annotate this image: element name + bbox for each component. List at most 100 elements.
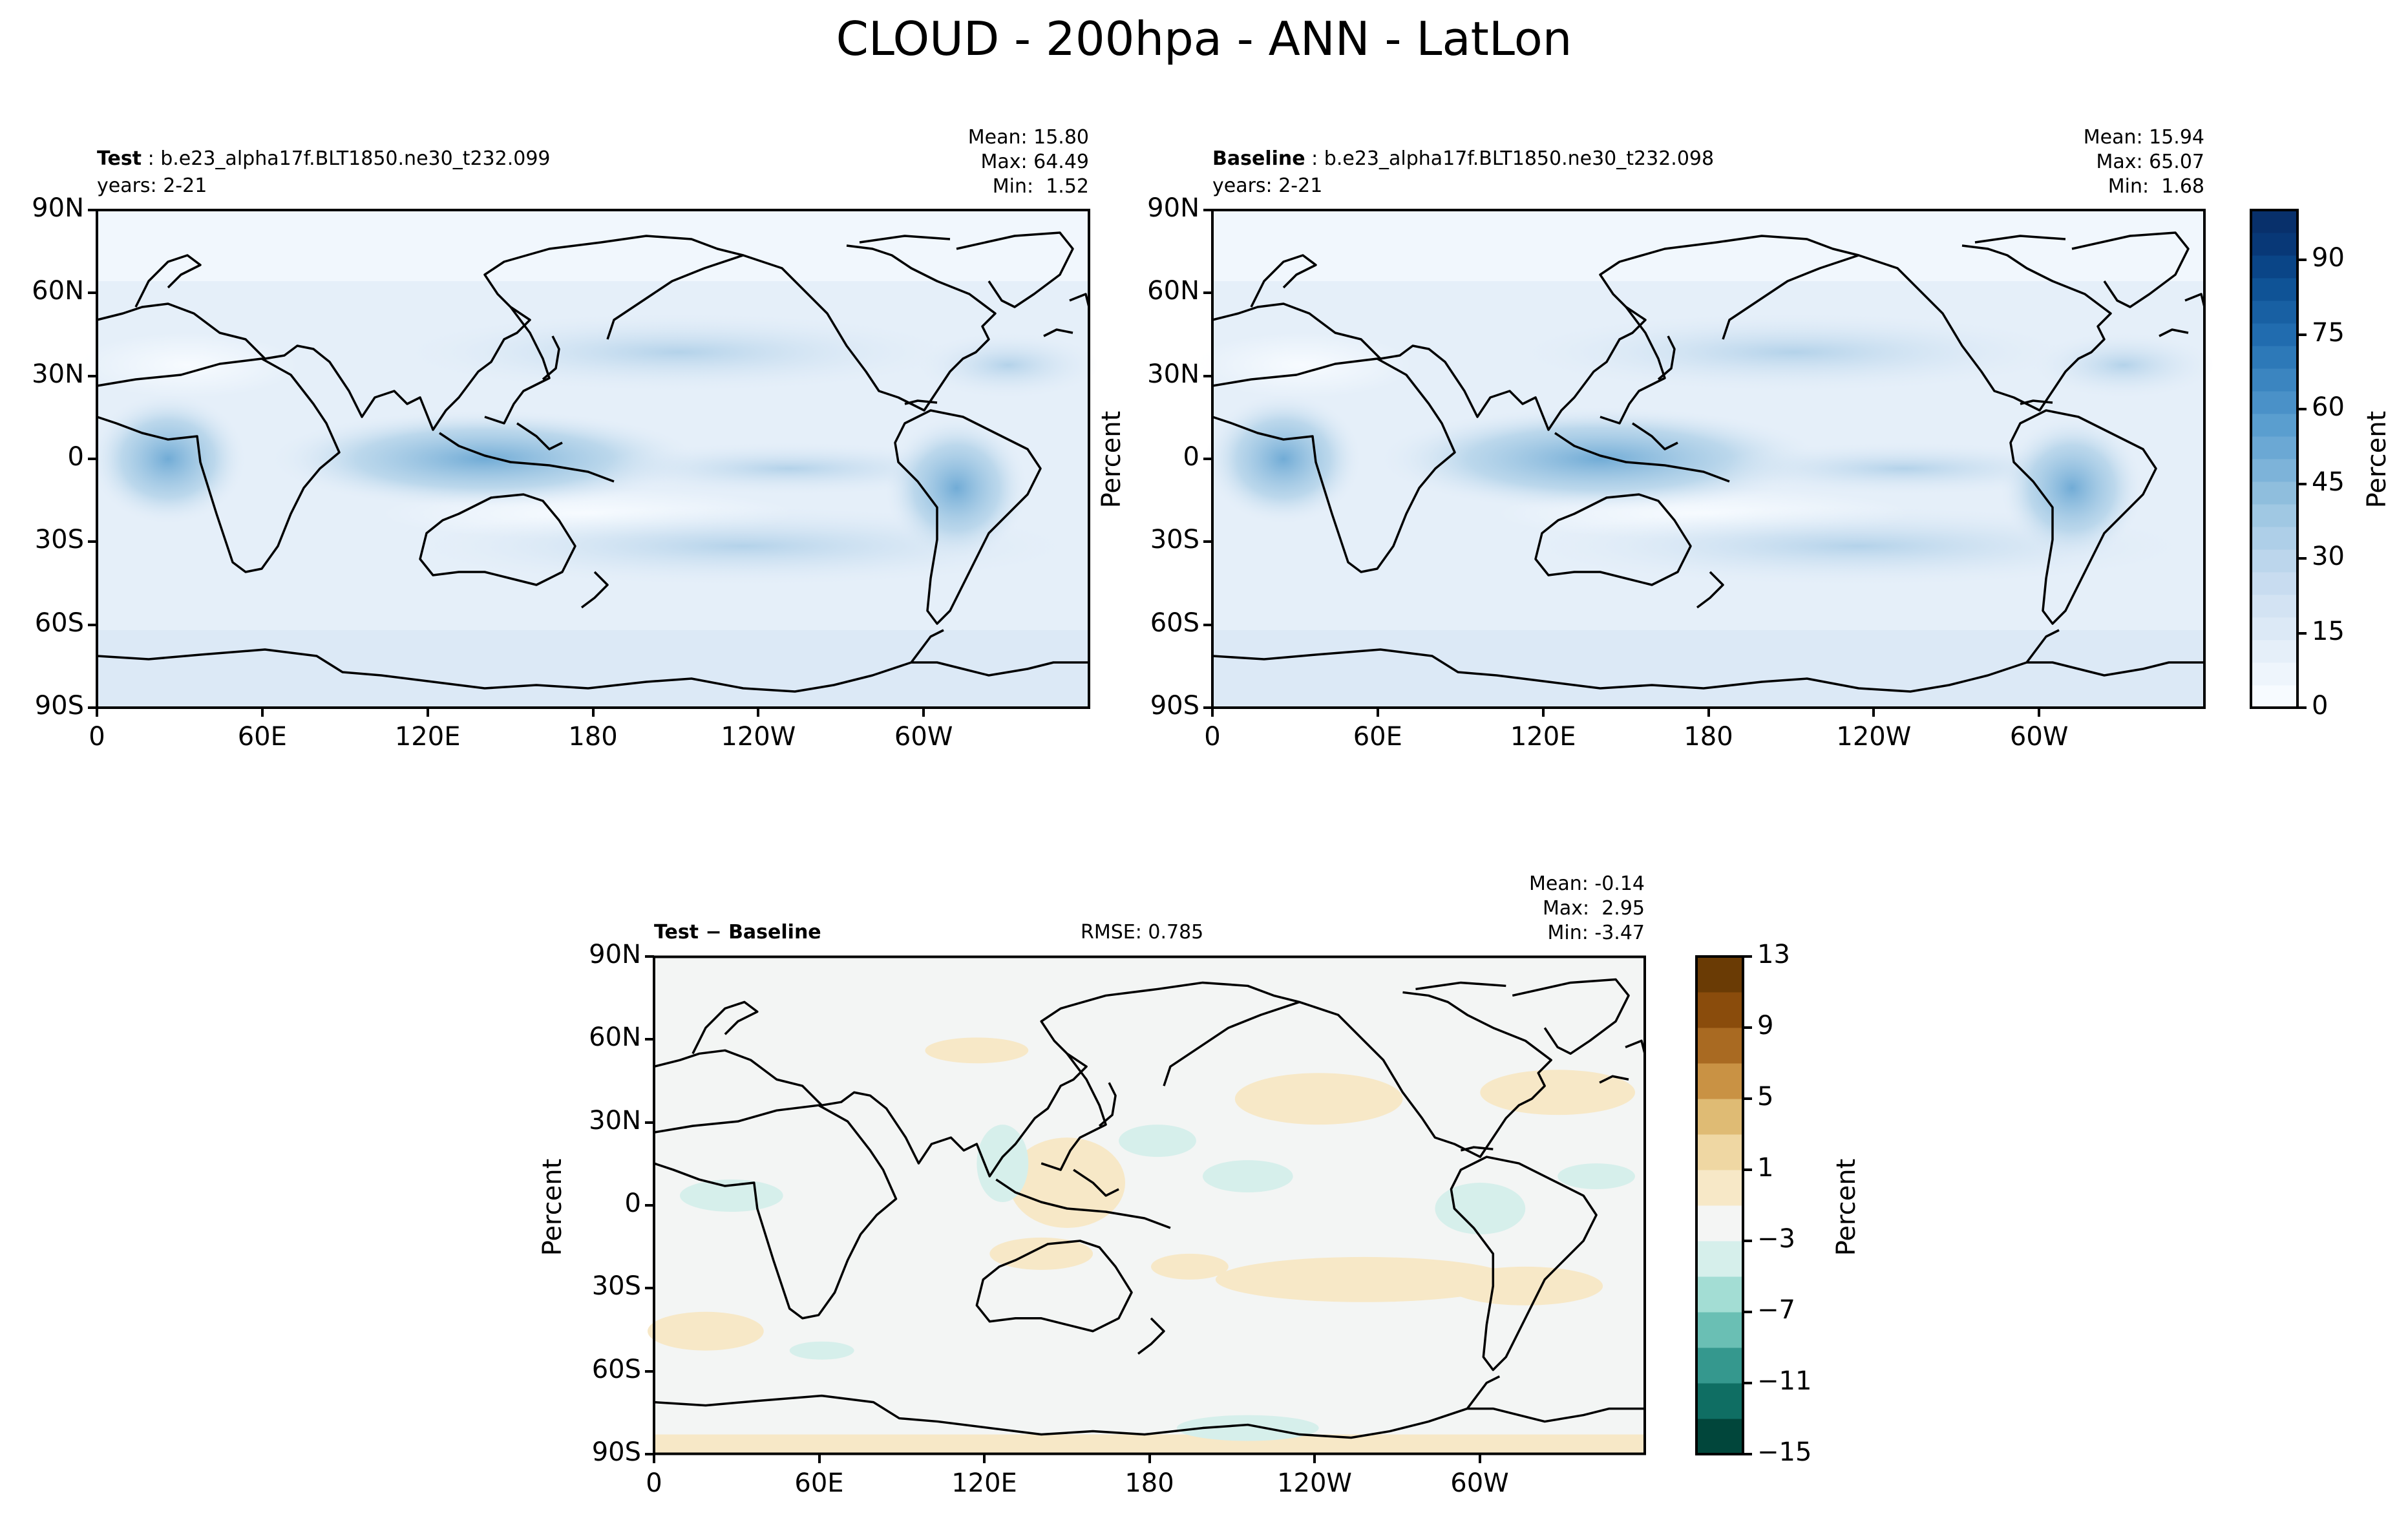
colorbar-tick-label: −7 [1757, 1295, 1795, 1325]
colorbar-segment [1696, 1170, 1743, 1206]
coastline [1696, 571, 1724, 609]
colorbar-tick-label: 9 [1757, 1011, 1774, 1041]
coastline [516, 422, 563, 450]
y-tick-label: 60S [1150, 608, 1199, 638]
x-tick-mark [260, 708, 264, 717]
colorbar-tick-mark [2297, 408, 2307, 410]
x-tick-mark [1478, 1454, 1481, 1463]
y-tick-mark [1203, 458, 1212, 460]
y-tick-mark [88, 706, 97, 709]
colorbar-segment [2251, 210, 2297, 233]
y-tick-label: 30N [1147, 359, 1199, 389]
colorbar-segment [2251, 391, 2297, 414]
y-tick-mark [88, 374, 97, 377]
test-polar-south [97, 630, 1089, 708]
colorbar-segment [1696, 1419, 1743, 1455]
y-tick-mark [1203, 540, 1212, 544]
test-title: Test : b.e23_alpha17f.BLT1850.ne30_t232.… [97, 147, 551, 170]
test-polar-north [97, 210, 1089, 281]
x-tick-mark [96, 708, 98, 717]
x-tick-label: 180 [568, 722, 618, 752]
diff-title: Test − Baseline [654, 921, 821, 944]
colorbar-segment [2251, 323, 2297, 346]
colorbar-tick-label: 15 [2312, 616, 2345, 646]
colorbar-tick-label: 75 [2312, 317, 2345, 348]
diff-pos-patch [1435, 1183, 1526, 1234]
colorbar-tick-label: 90 [2312, 243, 2345, 273]
y-tick-mark [1203, 623, 1212, 626]
y-tick-mark [645, 1121, 654, 1124]
x-tick-mark [1148, 1454, 1151, 1463]
diff-neg-patch [1234, 1073, 1403, 1125]
colorbar-segment [1696, 1276, 1743, 1313]
colorbar-tick-label: 45 [2312, 467, 2345, 497]
x-tick-mark [2038, 708, 2041, 717]
y-tick-mark [645, 1369, 654, 1373]
test-title-prefix: Test [97, 147, 142, 170]
coastline [1534, 493, 1692, 586]
diff-neg-band [654, 1434, 1645, 1454]
diff-map [648, 955, 1646, 1455]
colorbar-segment [1696, 1099, 1743, 1135]
colorbar-segment [2251, 685, 2297, 708]
coastline [580, 571, 609, 609]
x-tick-label: 120E [1510, 722, 1576, 752]
x-tick-label: 60W [1450, 1468, 1509, 1498]
y-tick-mark [1203, 291, 1212, 295]
y-tick-label: 90N [32, 193, 84, 223]
figure-title: CLOUD - 200hpa - ANN - LatLon [836, 12, 1572, 66]
colorbar-tick-mark [1743, 955, 1752, 958]
colorbar-tick-mark [2297, 259, 2307, 261]
coastline [1299, 991, 1552, 1158]
colorbar-segment [1696, 1134, 1743, 1170]
colorbar-tick-label: 13 [1757, 940, 1790, 969]
baseline-blob-samerica [2001, 417, 2143, 559]
y-tick-label: 60N [1147, 276, 1199, 306]
coastline [419, 493, 576, 586]
diff-coastlines [653, 978, 1646, 1439]
coastline [2159, 328, 2189, 337]
diff-pos-patch [1202, 1160, 1293, 1193]
x-tick-mark [757, 708, 760, 717]
coastline [743, 244, 997, 412]
baseline-blob-sahara [1193, 333, 1413, 397]
colorbar-segment [1696, 1312, 1743, 1348]
test-blob-samerica [885, 417, 1028, 559]
coastline [653, 1104, 898, 1320]
diff-title-minus: − [699, 921, 729, 944]
y-tick-label: 30S [34, 525, 84, 555]
colorbar-segment [2251, 640, 2297, 663]
colorbar-segment [1696, 957, 1743, 993]
diff-pos-patch [1119, 1125, 1196, 1157]
baseline-min: Min: 1.68 [2107, 175, 2204, 198]
diff-neg-patch [1448, 1266, 1603, 1305]
colorbar-tick-mark [2297, 557, 2307, 560]
baseline-title-sep: : [1305, 147, 1324, 170]
baseline-blob-africa [1206, 394, 1361, 523]
main-colorbar [2250, 209, 2299, 709]
y-tick-label: 90S [34, 691, 84, 721]
diff-colorbar [1695, 955, 1744, 1455]
coastline [1098, 1082, 1117, 1127]
baseline-case-name: b.e23_alpha17f.BLT1850.ne30_t232.098 [1324, 147, 1715, 170]
diff-mean: Mean: -0.14 [1528, 872, 1645, 895]
diff-pos-patch [1558, 1163, 1636, 1190]
colorbar-segment [2251, 255, 2297, 279]
coastline [1212, 648, 2204, 693]
colorbar-segment [2251, 436, 2297, 460]
x-tick-label: 60W [2009, 722, 2069, 752]
colorbar-frame [1695, 955, 1744, 1455]
colorbar-tick-mark [1743, 1453, 1752, 1455]
x-tick-label: 60E [237, 722, 287, 752]
diff-title-baseline: Baseline [728, 921, 821, 944]
x-tick-label: 60E [1353, 722, 1402, 752]
colorbar-segment [1696, 1205, 1743, 1242]
x-tick-mark [818, 1454, 821, 1463]
y-tick-mark [645, 1204, 654, 1207]
colorbar-tick-mark [2297, 706, 2307, 709]
coastline [995, 1178, 1171, 1229]
diff-neg-patch [1215, 1256, 1513, 1302]
coastline [96, 235, 745, 431]
baseline-title-prefix: Baseline [1212, 147, 1305, 170]
coastline [1450, 1156, 1598, 1371]
